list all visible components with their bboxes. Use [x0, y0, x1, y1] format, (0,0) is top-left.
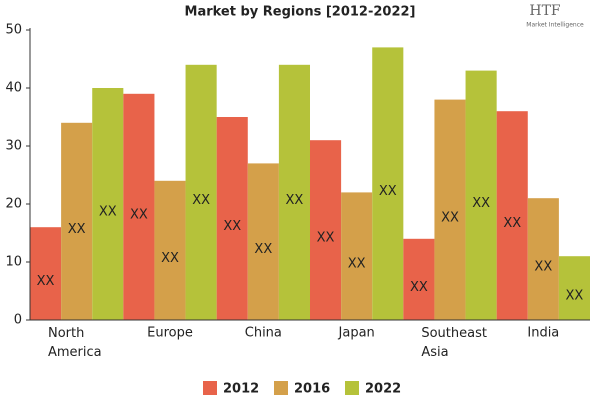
bar: [278, 64, 310, 320]
bar: [154, 180, 186, 320]
logo-brand: HTF: [529, 3, 561, 19]
legend-swatch: [345, 381, 359, 395]
bar: [247, 163, 279, 320]
x-tick-label: Japan: [338, 326, 375, 341]
data-label: XX: [534, 260, 552, 275]
logo-tagline: Market Intelligence: [526, 22, 584, 29]
legend-label: 2016: [294, 382, 330, 397]
bar: [310, 140, 342, 320]
chart-title: Market by Regions [2012-2022]: [185, 5, 416, 20]
data-label: XX: [254, 242, 272, 257]
data-label: XX: [286, 193, 304, 208]
data-label: XX: [192, 193, 210, 208]
x-tick-label: India: [527, 326, 559, 341]
x-tick-label: Southeast Asia: [421, 326, 487, 360]
data-label: XX: [223, 219, 241, 234]
legend-label: 2022: [365, 382, 401, 397]
y-tick-label: 20: [5, 197, 22, 212]
y-tick-label: 10: [5, 255, 22, 270]
data-label: XX: [68, 222, 86, 237]
legend-swatch: [203, 381, 217, 395]
data-label: XX: [37, 274, 55, 289]
data-label: XX: [130, 207, 148, 222]
data-label: XX: [379, 184, 397, 199]
legend-label: 2012: [223, 382, 259, 397]
bar: [216, 117, 248, 320]
data-label: XX: [317, 231, 335, 246]
bar: [61, 122, 93, 320]
data-label: XX: [348, 257, 366, 272]
y-tick-label: 40: [5, 81, 22, 96]
legend-swatch: [274, 381, 288, 395]
data-label: XX: [410, 280, 428, 295]
x-tick-label: China: [245, 326, 282, 341]
data-label: XX: [472, 196, 490, 211]
bar: [558, 256, 590, 320]
bar: [465, 70, 497, 320]
data-label: XX: [161, 251, 179, 266]
bar: [496, 111, 528, 320]
bar: [403, 238, 435, 320]
bar: [341, 192, 373, 320]
bar: [527, 198, 559, 320]
y-tick-label: 0: [14, 313, 22, 328]
bar: [372, 47, 404, 321]
bar: [123, 93, 155, 320]
data-label: XX: [441, 210, 459, 225]
y-tick-label: 50: [5, 23, 22, 38]
bar: [30, 227, 62, 320]
x-tick-label: North America: [48, 326, 102, 360]
y-tick-label: 30: [5, 139, 22, 154]
bar: [185, 64, 217, 320]
data-label: XX: [566, 289, 584, 304]
x-tick-label: Europe: [147, 326, 193, 341]
bar: [434, 99, 466, 320]
bar: [92, 88, 124, 320]
data-label: XX: [503, 216, 521, 231]
data-label: XX: [99, 205, 117, 220]
